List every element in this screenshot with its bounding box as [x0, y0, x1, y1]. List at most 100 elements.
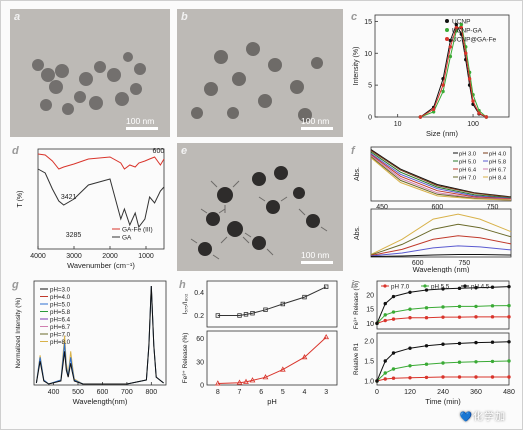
x-tick-label-d: 1000 — [138, 253, 154, 260]
legend-marker-i — [463, 284, 467, 288]
x-tick-label-d: 2000 — [102, 253, 118, 260]
series-line-i-top-2-point — [457, 286, 462, 291]
y-axis-label-h-bottom: Fe³⁺ Release (%) — [182, 333, 189, 384]
series-line-i-bottom-2-point — [507, 340, 511, 344]
scale-bar-a — [126, 127, 158, 130]
legend-label-g: pH=3.0 — [50, 287, 71, 294]
series-line-f-bottom-0 — [370, 213, 512, 255]
y-tick-label-h-top: 0.4 — [194, 290, 204, 297]
x-axis-label-c: Size (nm) — [426, 129, 459, 138]
series-line-i-bottom-2-point — [424, 344, 429, 348]
y-tick-label-c: 5 — [368, 83, 372, 90]
legend-label-c: UCNP — [452, 19, 470, 26]
series-line-h-bottom-point — [262, 374, 269, 380]
plot-frame-g — [33, 280, 167, 386]
x-tick-label-h: 8 — [216, 389, 220, 396]
series-line-h-top-point — [215, 313, 221, 318]
tem-particles-e — [190, 166, 328, 260]
panel-label-h: h — [179, 279, 186, 291]
legend-label-f: pH 5.0 — [459, 160, 476, 166]
series-line-i-bottom-1-point — [408, 364, 412, 368]
series-line-c-0-point — [454, 22, 459, 27]
legend-label-f: pH 6.7 — [489, 168, 506, 174]
series-line-i-top-0-point — [490, 315, 495, 319]
y-axis-label-d: T (%) — [17, 191, 24, 208]
series-line-i-top-2 — [376, 286, 510, 324]
chart-panel-f: 450 600 750 Abs. pH 3.0 pH 4.0 pH 5.0 pH 5.8 pH … — [349, 143, 515, 273]
legend-label-c: UCNP-GA — [452, 28, 483, 35]
y-axis-label-i-bottom: Relative R1 — [353, 342, 360, 375]
series-line-i-top-2-point — [507, 284, 511, 289]
y-axis-label-f-top: Abs. — [354, 167, 361, 181]
series-line-i-bottom-1-point — [474, 360, 478, 364]
series-line-i-bottom-1-point — [457, 360, 462, 364]
panel-label-g: g — [12, 279, 19, 291]
x-tick-label-f-bottom: 750 — [458, 260, 470, 267]
legend-marker-i — [423, 284, 427, 288]
series-line-h-bottom-point — [236, 379, 243, 385]
y-axis-label-h-top: I₅₇₅/I₈₀₂ — [182, 293, 189, 314]
series-line-f-bottom-1 — [370, 223, 512, 256]
series-line-i-bottom-0-point — [383, 377, 387, 381]
y-tick-label-h-bottom: 0 — [200, 383, 204, 390]
legend-label-g: pH=6.4 — [50, 317, 71, 324]
series-line-i-top-1-point — [391, 310, 396, 314]
series-line-c-2-point — [484, 115, 489, 119]
series-line-i-bottom-0-point — [424, 375, 429, 380]
series-line-i-top-1-point — [383, 313, 387, 317]
watermark: 💙化学加 — [459, 412, 506, 423]
panel-label-d: d — [12, 145, 19, 157]
chart-panel-d: 4000 3000 2000 1000 Wavenumber (cm⁻¹) T (%) 60… — [10, 143, 170, 271]
series-line-c-2-point — [431, 107, 436, 112]
plot-frame-f-bottom — [370, 208, 512, 258]
chart-panel-c: 10 100 0 5 10 15 Size (nm) Intensity (%) UCNP UCN… — [349, 9, 515, 141]
series-line-i-top-2-point — [424, 288, 429, 292]
scale-bar-e — [301, 261, 333, 264]
series-line-i-top-0-point — [383, 318, 387, 323]
legend-marker-i — [383, 284, 387, 288]
series-line-c-1-point — [459, 22, 464, 27]
legend-label-g: pH=6.7 — [50, 324, 71, 331]
legend-label-f: pH 5.8 — [489, 160, 506, 166]
series-line-c-1-point — [441, 89, 445, 94]
legend-label-f: pH 3.0 — [459, 152, 476, 158]
series-line-i-top-1-point — [457, 304, 462, 309]
series-line-i-top-2-point — [383, 301, 387, 306]
series-line-i-top-2-point — [391, 294, 396, 299]
series-line-i-bottom-0-point — [391, 376, 396, 380]
series-line-c-2-point — [471, 99, 475, 103]
x-tick-label-g: 800 — [145, 389, 157, 396]
legend-label-f: pH 6.4 — [459, 168, 477, 174]
series-line-i-top-0-point — [474, 315, 478, 319]
y-axis-label-i-top: Fe³⁺ Release (%) — [353, 281, 360, 329]
panel-label-i: i — [351, 279, 355, 291]
series-line-c-2-point — [441, 83, 445, 87]
series-line-i-top-0-point — [457, 315, 462, 319]
y-tick-label-h-top: 0.2 — [194, 313, 204, 320]
x-axis-label-h: pH — [267, 397, 277, 406]
legend-label-g: pH=5.8 — [50, 309, 71, 316]
legend-label-f: pH 8.4 — [489, 176, 507, 182]
luminescence-chart: 400 500 600 700 800 Wavelength(nm) Normalized … — [15, 280, 167, 406]
series-line-i-top-2-point — [408, 290, 412, 294]
x-tick-label-h: 7 — [238, 389, 242, 396]
scale-text-a: 100 nm — [126, 116, 155, 126]
series-line-h-top-point — [237, 313, 242, 318]
series-line-i-bottom-2-point — [490, 340, 495, 344]
series-line-c-2-point — [418, 115, 423, 119]
y-axis-label-f-bottom: Abs. — [354, 226, 361, 240]
plot-frame-h-top — [206, 280, 338, 328]
x-tick-label-g: 500 — [72, 389, 84, 396]
series-line-h-bottom-point — [301, 353, 308, 360]
x-tick-label-i: 0 — [375, 389, 379, 396]
series-line-i-top-2-point — [375, 321, 379, 326]
legend-marker-c — [445, 19, 449, 23]
series-line-i-bottom-2-point — [391, 351, 396, 355]
chart-panel-i: 10 15 20 Fe³⁺ Release (%) pH 7.0 pH 5.5 pH 4.5… — [349, 277, 515, 409]
series-line-h-bottom-point — [249, 377, 256, 383]
annotation-600: 600 — [153, 148, 165, 155]
series-line-i-bottom-0 — [376, 376, 509, 382]
series-line-i-bottom-1-point — [441, 361, 445, 365]
x-axis-label-f: Wavelength (nm) — [413, 265, 470, 273]
scale-text-b: 100 nm — [301, 116, 330, 126]
